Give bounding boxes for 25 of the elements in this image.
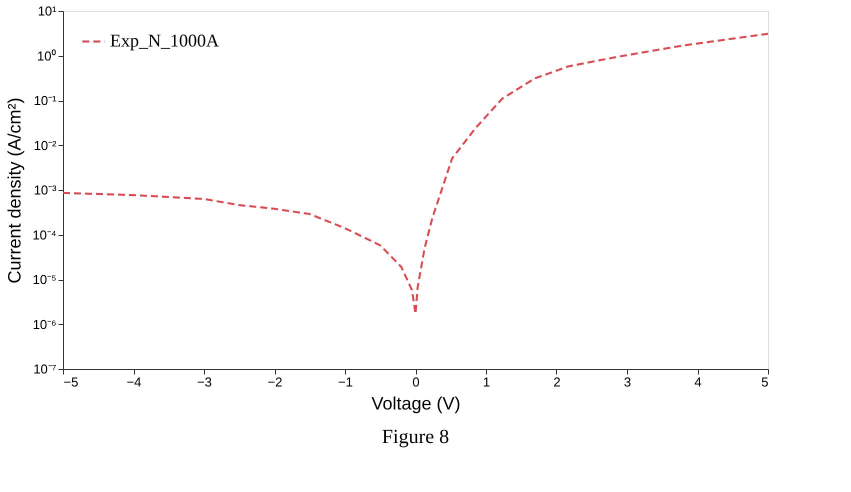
legend-label: Exp_N_1000A [110, 30, 219, 50]
x-tick-label: 2 [553, 374, 561, 390]
y-tick-label: 10⁻⁴ [32, 227, 56, 242]
y-tick-label: 10⁻⁷ [33, 362, 57, 376]
x-tick-label: −5 [64, 374, 78, 390]
x-tick-label: 1 [482, 374, 490, 390]
y-tick-label: 10⁻⁵ [32, 272, 56, 287]
y-tick-label: 10⁻² [34, 138, 58, 153]
x-tick-label: −1 [338, 374, 353, 390]
x-tick-label: 3 [624, 374, 632, 390]
y-tick-label: 10¹ [38, 4, 58, 18]
y-tick-label: 10⁻¹ [34, 93, 58, 108]
x-axis-title: Voltage (V) [371, 394, 461, 414]
y-tick-label: 10⁰ [37, 48, 56, 64]
x-tick-label: −4 [126, 374, 142, 390]
line-series [62, 32, 769, 315]
x-tick-label: −2 [268, 374, 282, 390]
x-tick-label: 0 [412, 374, 420, 390]
x-tick-label: 4 [694, 374, 702, 390]
y-tick-label: 10⁻³ [34, 182, 58, 198]
y-axis-title: Current density (A/cm²) [4, 97, 24, 284]
caption: Figure 8 [382, 426, 450, 448]
x-tick-label: −3 [197, 374, 212, 390]
x-tick-label: 5 [761, 374, 768, 390]
y-tick-label: 10⁻⁶ [32, 316, 56, 332]
